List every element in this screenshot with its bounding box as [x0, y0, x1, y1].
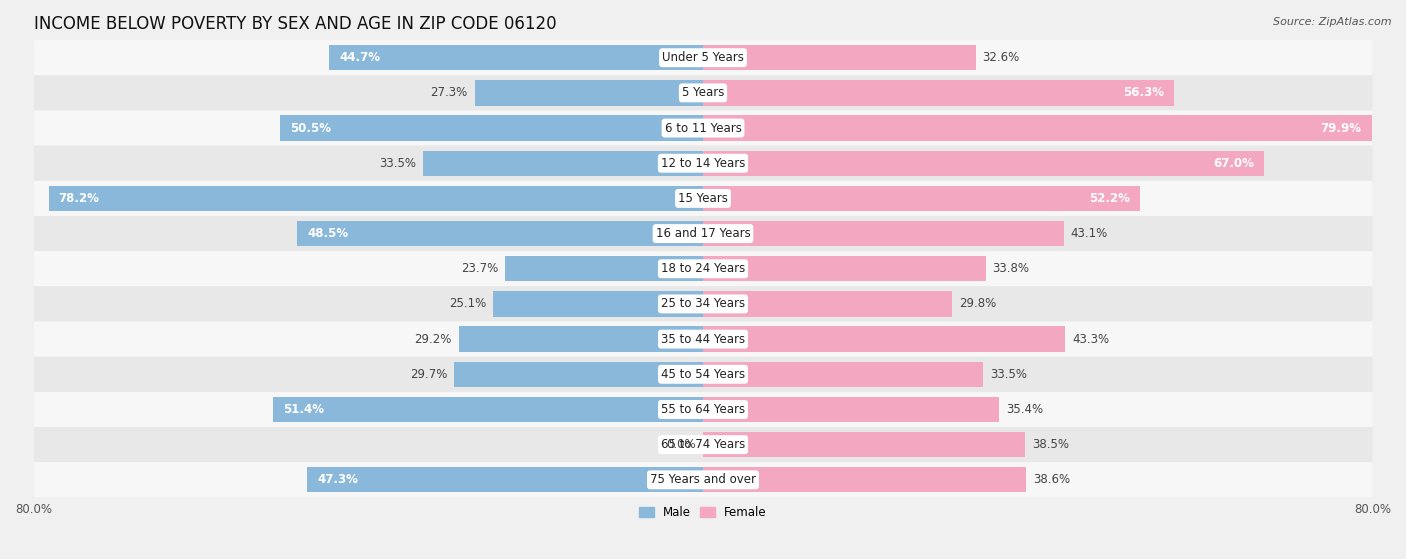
Text: 0.0%: 0.0%: [666, 438, 696, 451]
Text: INCOME BELOW POVERTY BY SEX AND AGE IN ZIP CODE 06120: INCOME BELOW POVERTY BY SEX AND AGE IN Z…: [34, 15, 557, 33]
Bar: [475, 80, 703, 106]
Bar: [458, 326, 703, 352]
Text: 67.0%: 67.0%: [1213, 157, 1254, 170]
Text: 38.5%: 38.5%: [1032, 438, 1069, 451]
FancyBboxPatch shape: [34, 146, 1372, 181]
Bar: [423, 150, 703, 176]
Text: Source: ZipAtlas.com: Source: ZipAtlas.com: [1274, 17, 1392, 27]
FancyBboxPatch shape: [34, 216, 1372, 251]
Text: 78.2%: 78.2%: [59, 192, 100, 205]
Text: 35.4%: 35.4%: [1005, 403, 1043, 416]
Text: 56.3%: 56.3%: [1123, 87, 1164, 100]
Bar: [307, 467, 703, 492]
Bar: [494, 291, 703, 316]
Bar: [703, 80, 1174, 106]
Bar: [280, 115, 703, 141]
Text: 25.1%: 25.1%: [449, 297, 486, 310]
Bar: [703, 326, 1066, 352]
Bar: [703, 45, 976, 70]
Bar: [703, 115, 1372, 141]
Bar: [703, 186, 1140, 211]
Bar: [703, 432, 1025, 457]
Text: 33.8%: 33.8%: [993, 262, 1029, 275]
Bar: [703, 291, 952, 316]
Text: 45 to 54 Years: 45 to 54 Years: [661, 368, 745, 381]
Text: 32.6%: 32.6%: [983, 51, 1019, 64]
Text: 29.8%: 29.8%: [959, 297, 997, 310]
Text: 75 Years and over: 75 Years and over: [650, 473, 756, 486]
FancyBboxPatch shape: [34, 75, 1372, 111]
Text: 48.5%: 48.5%: [307, 227, 349, 240]
Bar: [703, 362, 983, 387]
FancyBboxPatch shape: [34, 111, 1372, 146]
Bar: [329, 45, 703, 70]
Text: 29.2%: 29.2%: [415, 333, 451, 345]
Text: 47.3%: 47.3%: [318, 473, 359, 486]
Text: 43.1%: 43.1%: [1070, 227, 1108, 240]
Text: 44.7%: 44.7%: [339, 51, 380, 64]
Text: 15 Years: 15 Years: [678, 192, 728, 205]
Text: 33.5%: 33.5%: [990, 368, 1026, 381]
FancyBboxPatch shape: [34, 40, 1372, 75]
Text: 79.9%: 79.9%: [1320, 121, 1361, 135]
Bar: [505, 256, 703, 281]
Text: 16 and 17 Years: 16 and 17 Years: [655, 227, 751, 240]
FancyBboxPatch shape: [34, 357, 1372, 392]
Text: 65 to 74 Years: 65 to 74 Years: [661, 438, 745, 451]
Text: 25 to 34 Years: 25 to 34 Years: [661, 297, 745, 310]
Text: 5 Years: 5 Years: [682, 87, 724, 100]
FancyBboxPatch shape: [34, 181, 1372, 216]
Legend: Male, Female: Male, Female: [634, 501, 772, 524]
FancyBboxPatch shape: [34, 392, 1372, 427]
FancyBboxPatch shape: [34, 321, 1372, 357]
Text: 18 to 24 Years: 18 to 24 Years: [661, 262, 745, 275]
Text: Under 5 Years: Under 5 Years: [662, 51, 744, 64]
Text: 43.3%: 43.3%: [1071, 333, 1109, 345]
FancyBboxPatch shape: [34, 286, 1372, 321]
Text: 33.5%: 33.5%: [380, 157, 416, 170]
Text: 55 to 64 Years: 55 to 64 Years: [661, 403, 745, 416]
Bar: [297, 221, 703, 247]
Bar: [273, 397, 703, 422]
Bar: [703, 150, 1264, 176]
Bar: [703, 467, 1026, 492]
Text: 23.7%: 23.7%: [461, 262, 498, 275]
Bar: [703, 397, 1000, 422]
Text: 35 to 44 Years: 35 to 44 Years: [661, 333, 745, 345]
Text: 51.4%: 51.4%: [283, 403, 323, 416]
Text: 50.5%: 50.5%: [291, 121, 332, 135]
FancyBboxPatch shape: [34, 251, 1372, 286]
Text: 27.3%: 27.3%: [430, 87, 468, 100]
FancyBboxPatch shape: [34, 462, 1372, 498]
FancyBboxPatch shape: [34, 427, 1372, 462]
Bar: [49, 186, 703, 211]
Text: 12 to 14 Years: 12 to 14 Years: [661, 157, 745, 170]
Bar: [703, 221, 1064, 247]
Bar: [703, 256, 986, 281]
Text: 29.7%: 29.7%: [411, 368, 447, 381]
Bar: [454, 362, 703, 387]
Text: 38.6%: 38.6%: [1033, 473, 1070, 486]
Text: 52.2%: 52.2%: [1088, 192, 1130, 205]
Text: 6 to 11 Years: 6 to 11 Years: [665, 121, 741, 135]
